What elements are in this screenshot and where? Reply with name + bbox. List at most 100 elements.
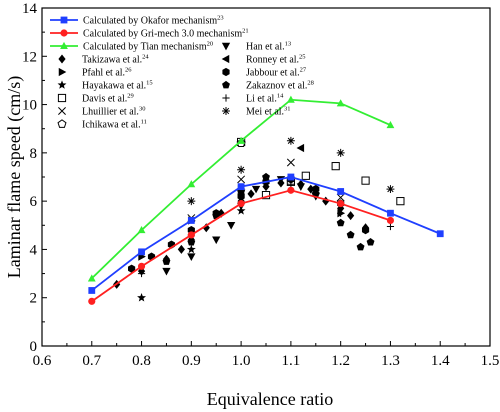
- data-point-calculated-by-gri-mech-3-0-mechanism: [88, 297, 96, 305]
- legend-entry-calculated-by-tian-mechanism: Calculated by Tian mechanism20: [50, 41, 213, 53]
- y-tick-label: 12: [22, 49, 37, 65]
- data-point-li-et-al: [237, 190, 245, 198]
- legend-entry-pfahl-et-al: Pfahl et al.26: [58, 67, 132, 79]
- legend-entry-hayakawa-et-al: Hayakawa et al.15: [57, 80, 153, 92]
- data-point-mei-et-al: [286, 136, 295, 145]
- plot-area: [87, 95, 444, 305]
- legend-marker: [222, 94, 230, 102]
- legend-marker: [221, 42, 231, 51]
- legend-entry-davis-et-al: Davis et al.29: [57, 93, 134, 105]
- legend-marker: [60, 41, 68, 50]
- data-point-han-et-al: [212, 236, 221, 245]
- legend-marker: [57, 93, 67, 103]
- legend-label: Han et al.13: [246, 41, 291, 53]
- y-tick-label: 0: [30, 339, 38, 355]
- data-point-calculated-by-okafor-mechanism: [138, 248, 145, 256]
- x-tick-label: 1.4: [431, 353, 450, 369]
- data-point-davis-et-al: [331, 162, 340, 171]
- data-point-jabbour-et-al: [128, 264, 136, 273]
- y-tick-label: 2: [30, 291, 38, 307]
- data-point-han-et-al: [296, 183, 305, 191]
- y-axis-label: Laminar flame speed (cm/s): [4, 76, 25, 278]
- data-point-li-et-al: [287, 180, 295, 188]
- legend-entry-jabbour-et-al: Jabbour et al.27: [222, 67, 307, 79]
- legend-label: Jabbour et al.27: [246, 67, 307, 79]
- data-point-davis-et-al: [361, 176, 370, 185]
- data-point-calculated-by-tian-mechanism: [187, 180, 196, 188]
- data-point-han-et-al: [187, 253, 196, 261]
- data-point-mei-et-al: [336, 148, 345, 157]
- data-point-calculated-by-gri-mech-3-0-mechanism: [287, 186, 295, 194]
- legend-marker: [58, 107, 66, 115]
- legend-label: Takizawa et al.24: [82, 54, 149, 66]
- data-point-calculated-by-gri-mech-3-0-mechanism: [337, 199, 345, 208]
- series-davis-et-al: [237, 137, 405, 206]
- data-point-zakaznov-et-al: [336, 218, 345, 227]
- legend-marker: [57, 80, 67, 89]
- legend-entry-lhuillier-et-al: Lhuillier et al.30: [58, 106, 145, 118]
- data-point-calculated-by-gri-mech-3-0-mechanism: [137, 262, 146, 270]
- data-point-li-et-al: [137, 269, 146, 278]
- data-point-li-et-al: [337, 209, 345, 217]
- series-calculated-by-okafor-mechanism: [88, 173, 444, 294]
- legend-label: Calculated by Gri-mech 3.0 mechanism21: [83, 28, 249, 40]
- data-point-calculated-by-tian-mechanism: [286, 95, 295, 103]
- legend-entry-li-et-al: Li et al.14: [222, 93, 284, 105]
- data-point-calculated-by-okafor-mechanism: [387, 209, 394, 217]
- legend-marker: [222, 67, 230, 77]
- data-point-zakaznov-et-al: [187, 238, 196, 246]
- series-calculated-by-tian-mechanism: [87, 95, 395, 282]
- x-tick-label: 0.8: [132, 353, 151, 369]
- legend-marker: [222, 80, 230, 89]
- x-axis-label: Equivalence ratio: [207, 389, 333, 409]
- data-point-calculated-by-tian-mechanism: [87, 274, 96, 282]
- data-point-calculated-by-tian-mechanism: [336, 99, 345, 107]
- legend-label: Pfahl et al.26: [82, 67, 132, 79]
- data-point-mei-et-al: [386, 185, 395, 194]
- data-point-calculated-by-gri-mech-3-0-mechanism: [187, 231, 195, 239]
- x-tick-label: 0.9: [182, 353, 201, 369]
- data-point-han-et-al: [227, 222, 236, 230]
- legend-label: Lhuillier et al.30: [82, 106, 145, 118]
- data-point-zakaznov-et-al: [346, 230, 355, 239]
- x-tick-label: 1.3: [381, 353, 400, 369]
- data-point-calculated-by-tian-mechanism: [237, 136, 246, 144]
- legend-entry-ichikawa-et-al: Ichikawa et al.11: [57, 119, 147, 131]
- x-tick-label: 1.0: [232, 353, 251, 369]
- legend-label: Hayakawa et al.15: [82, 80, 153, 92]
- data-point-calculated-by-tian-mechanism: [386, 121, 395, 129]
- y-tick-label: 10: [22, 98, 37, 114]
- data-point-zakaznov-et-al: [366, 238, 375, 246]
- x-tick-label: 1.2: [331, 353, 350, 369]
- data-point-mei-et-al: [237, 165, 246, 174]
- data-point-calculated-by-okafor-mechanism: [88, 287, 96, 294]
- series-mei-et-al: [187, 136, 395, 206]
- data-point-takizawa-et-al: [347, 211, 355, 221]
- data-point-calculated-by-okafor-mechanism: [187, 217, 195, 224]
- data-point-hayakawa-et-al: [137, 293, 147, 302]
- legend-marker: [222, 107, 230, 115]
- data-point-zakaznov-et-al: [311, 189, 320, 198]
- data-point-zakaznov-et-al: [162, 257, 171, 265]
- data-point-davis-et-al: [396, 197, 405, 206]
- data-point-calculated-by-okafor-mechanism: [287, 173, 295, 181]
- legend-label: Ronney et al.25: [246, 54, 306, 66]
- data-point-han-et-al: [162, 267, 171, 276]
- legend-entry-zakaznov-et-al: Zakaznov et al.28: [222, 80, 314, 92]
- data-point-ronney-et-al: [296, 143, 305, 153]
- legend-entry-calculated-by-okafor-mechanism: Calculated by Okafor mechanism23: [50, 15, 224, 27]
- data-point-calculated-by-gri-mech-3-0-mechanism: [386, 216, 395, 225]
- data-point-calculated-by-tian-mechanism: [137, 226, 146, 234]
- data-point-han-et-al: [251, 185, 261, 194]
- legend-label: Mei et al.31: [246, 106, 291, 118]
- axes: 0.6 0.7 0.8 0.9 1.0 1.1 1.2 1.3 1.4 1.5 0 2 4 6 8 10 12 1…: [22, 1, 499, 369]
- x-tick-label: 1.1: [282, 353, 301, 369]
- data-point-lhuillier-et-al: [286, 158, 295, 167]
- legend-marker: [58, 67, 67, 77]
- legend-marker: [58, 54, 66, 64]
- legend-label: Calculated by Tian mechanism20: [83, 41, 213, 53]
- data-point-takizawa-et-al: [177, 244, 185, 254]
- data-point-calculated-by-okafor-mechanism: [237, 183, 245, 191]
- legend-label: Calculated by Okafor mechanism23: [83, 15, 224, 27]
